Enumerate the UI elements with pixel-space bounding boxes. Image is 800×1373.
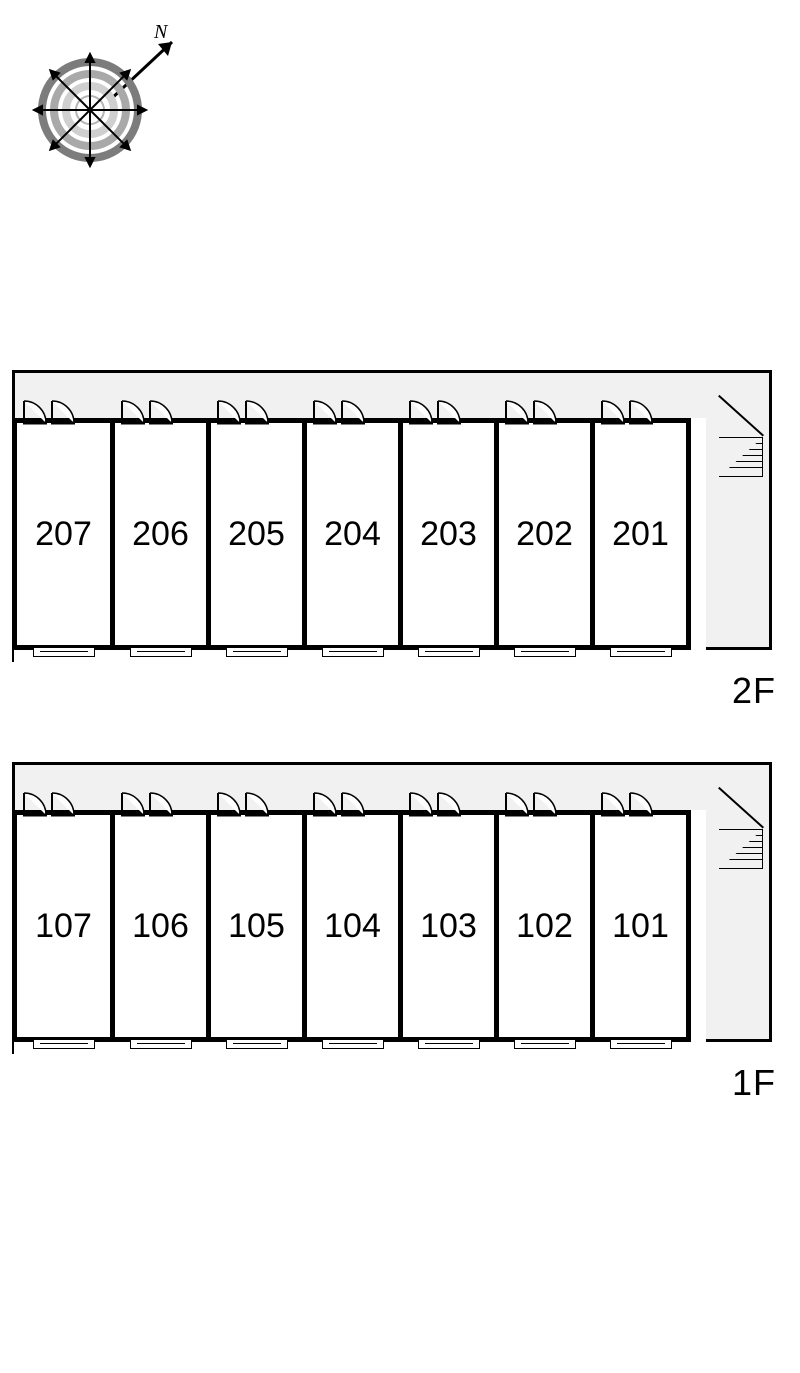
unit-cell: 101 (595, 810, 691, 1042)
unit-number: 105 (228, 907, 285, 946)
window-icon (418, 1039, 480, 1049)
unit-number: 101 (612, 907, 669, 946)
unit-number: 104 (324, 907, 381, 946)
window-icon (33, 1039, 95, 1049)
unit-cell: 107 (17, 810, 115, 1042)
unit-cell: 202 (499, 418, 595, 650)
unit-number: 107 (35, 907, 92, 946)
window-icon (610, 647, 672, 657)
unit-cell: 104 (307, 810, 403, 1042)
floorplan-1f: 107106105104103102101 1F (12, 762, 772, 1112)
unit-cell: 105 (211, 810, 307, 1042)
floorplan-page: N (0, 0, 800, 1373)
unit-row: 207 206 205 204 203 202 201 (12, 418, 691, 650)
unit-cell: 205 (211, 418, 307, 650)
unit-number: 206 (132, 515, 189, 554)
stairwell (706, 762, 772, 1042)
unit-cell: 201 (595, 418, 691, 650)
unit-number: 207 (35, 515, 92, 554)
unit-number: 103 (420, 907, 477, 946)
stairwell (706, 370, 772, 650)
window-icon (33, 647, 95, 657)
window-icon (130, 1039, 192, 1049)
window-icon (322, 1039, 384, 1049)
unit-number: 106 (132, 907, 189, 946)
unit-cell: 203 (403, 418, 499, 650)
unit-cell: 204 (307, 418, 403, 650)
unit-number: 205 (228, 515, 285, 554)
window-icon (418, 647, 480, 657)
unit-number: 204 (324, 515, 381, 554)
unit-number: 102 (516, 907, 573, 946)
corridor (12, 370, 752, 418)
compass-north-label: N (153, 21, 169, 43)
floor-label: 2F (732, 670, 776, 712)
window-icon (226, 647, 288, 657)
unit-cell: 207 (17, 418, 115, 650)
unit-cell: 102 (499, 810, 595, 1042)
compass-icon: N (30, 20, 190, 180)
unit-cell: 103 (403, 810, 499, 1042)
unit-number: 202 (516, 515, 573, 554)
floorplan-2f: 207206205204203202201 2F (12, 370, 772, 720)
window-icon (610, 1039, 672, 1049)
unit-row: 107 106 105 104 103 102 101 (12, 810, 691, 1042)
unit-cell: 106 (115, 810, 211, 1042)
window-icon (514, 1039, 576, 1049)
unit-number: 201 (612, 515, 669, 554)
window-icon (514, 647, 576, 657)
window-icon (130, 647, 192, 657)
floor-label: 1F (732, 1062, 776, 1104)
unit-number: 203 (420, 515, 477, 554)
window-icon (226, 1039, 288, 1049)
unit-cell: 206 (115, 418, 211, 650)
window-icon (322, 647, 384, 657)
corridor (12, 762, 752, 810)
